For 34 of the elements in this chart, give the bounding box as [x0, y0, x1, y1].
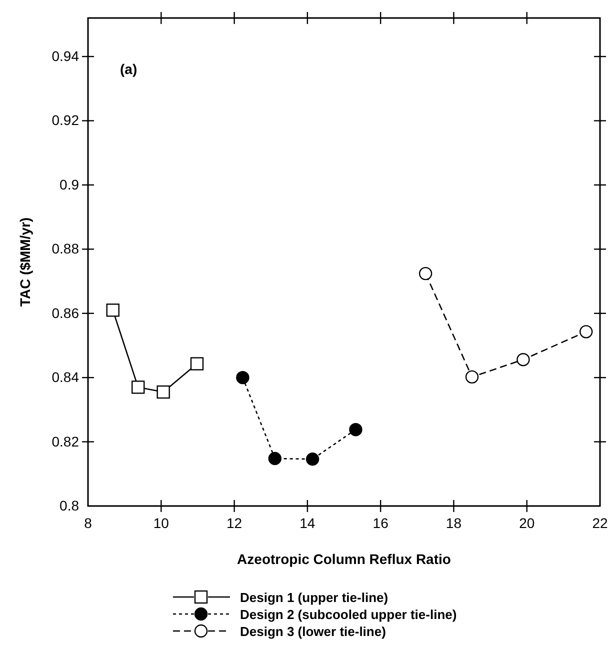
- x-tick-label: 10: [153, 514, 170, 531]
- x-axis-title: Azeotropic Column Reflux Ratio: [237, 551, 451, 567]
- y-tick-label: 0.8: [60, 497, 80, 514]
- y-axis-title: TAC ($MM/yr): [17, 217, 33, 307]
- x-tick-label: 20: [519, 514, 535, 531]
- x-tick-label: 8: [84, 514, 92, 531]
- x-tick-label: 16: [372, 514, 389, 531]
- y-tick-label: 0.9: [60, 176, 80, 192]
- y-tick-label: 0.88: [52, 240, 80, 257]
- legend-label: Design 2 (subcooled upper tie-line): [240, 607, 457, 622]
- y-tick-label: 0.86: [52, 304, 80, 321]
- point: [516, 353, 530, 366]
- legend-label: Design 1 (upper tie-line): [240, 590, 388, 605]
- point: [465, 370, 479, 384]
- point: [268, 452, 282, 466]
- point: [132, 380, 145, 394]
- point: [306, 452, 320, 466]
- point: [106, 304, 120, 317]
- legend-label: Design 3 (lower tie-line): [240, 624, 386, 639]
- point: [236, 370, 250, 384]
- y-tick-label: 0.94: [52, 48, 80, 64]
- point: [580, 325, 593, 338]
- point: [156, 385, 170, 399]
- point: [418, 266, 432, 280]
- x-tick-label: 14: [300, 514, 316, 531]
- annotation: (a): [120, 61, 138, 77]
- y-tick-label: 0.92: [52, 112, 80, 128]
- point: [190, 357, 204, 370]
- x-tick-label: 22: [592, 514, 608, 531]
- y-tick-label: 0.84: [52, 369, 80, 386]
- x-tick-label: 12: [226, 514, 242, 531]
- point: [349, 422, 362, 436]
- x-tick-label: 18: [446, 514, 462, 531]
- y-tick-label: 0.82: [52, 433, 80, 450]
